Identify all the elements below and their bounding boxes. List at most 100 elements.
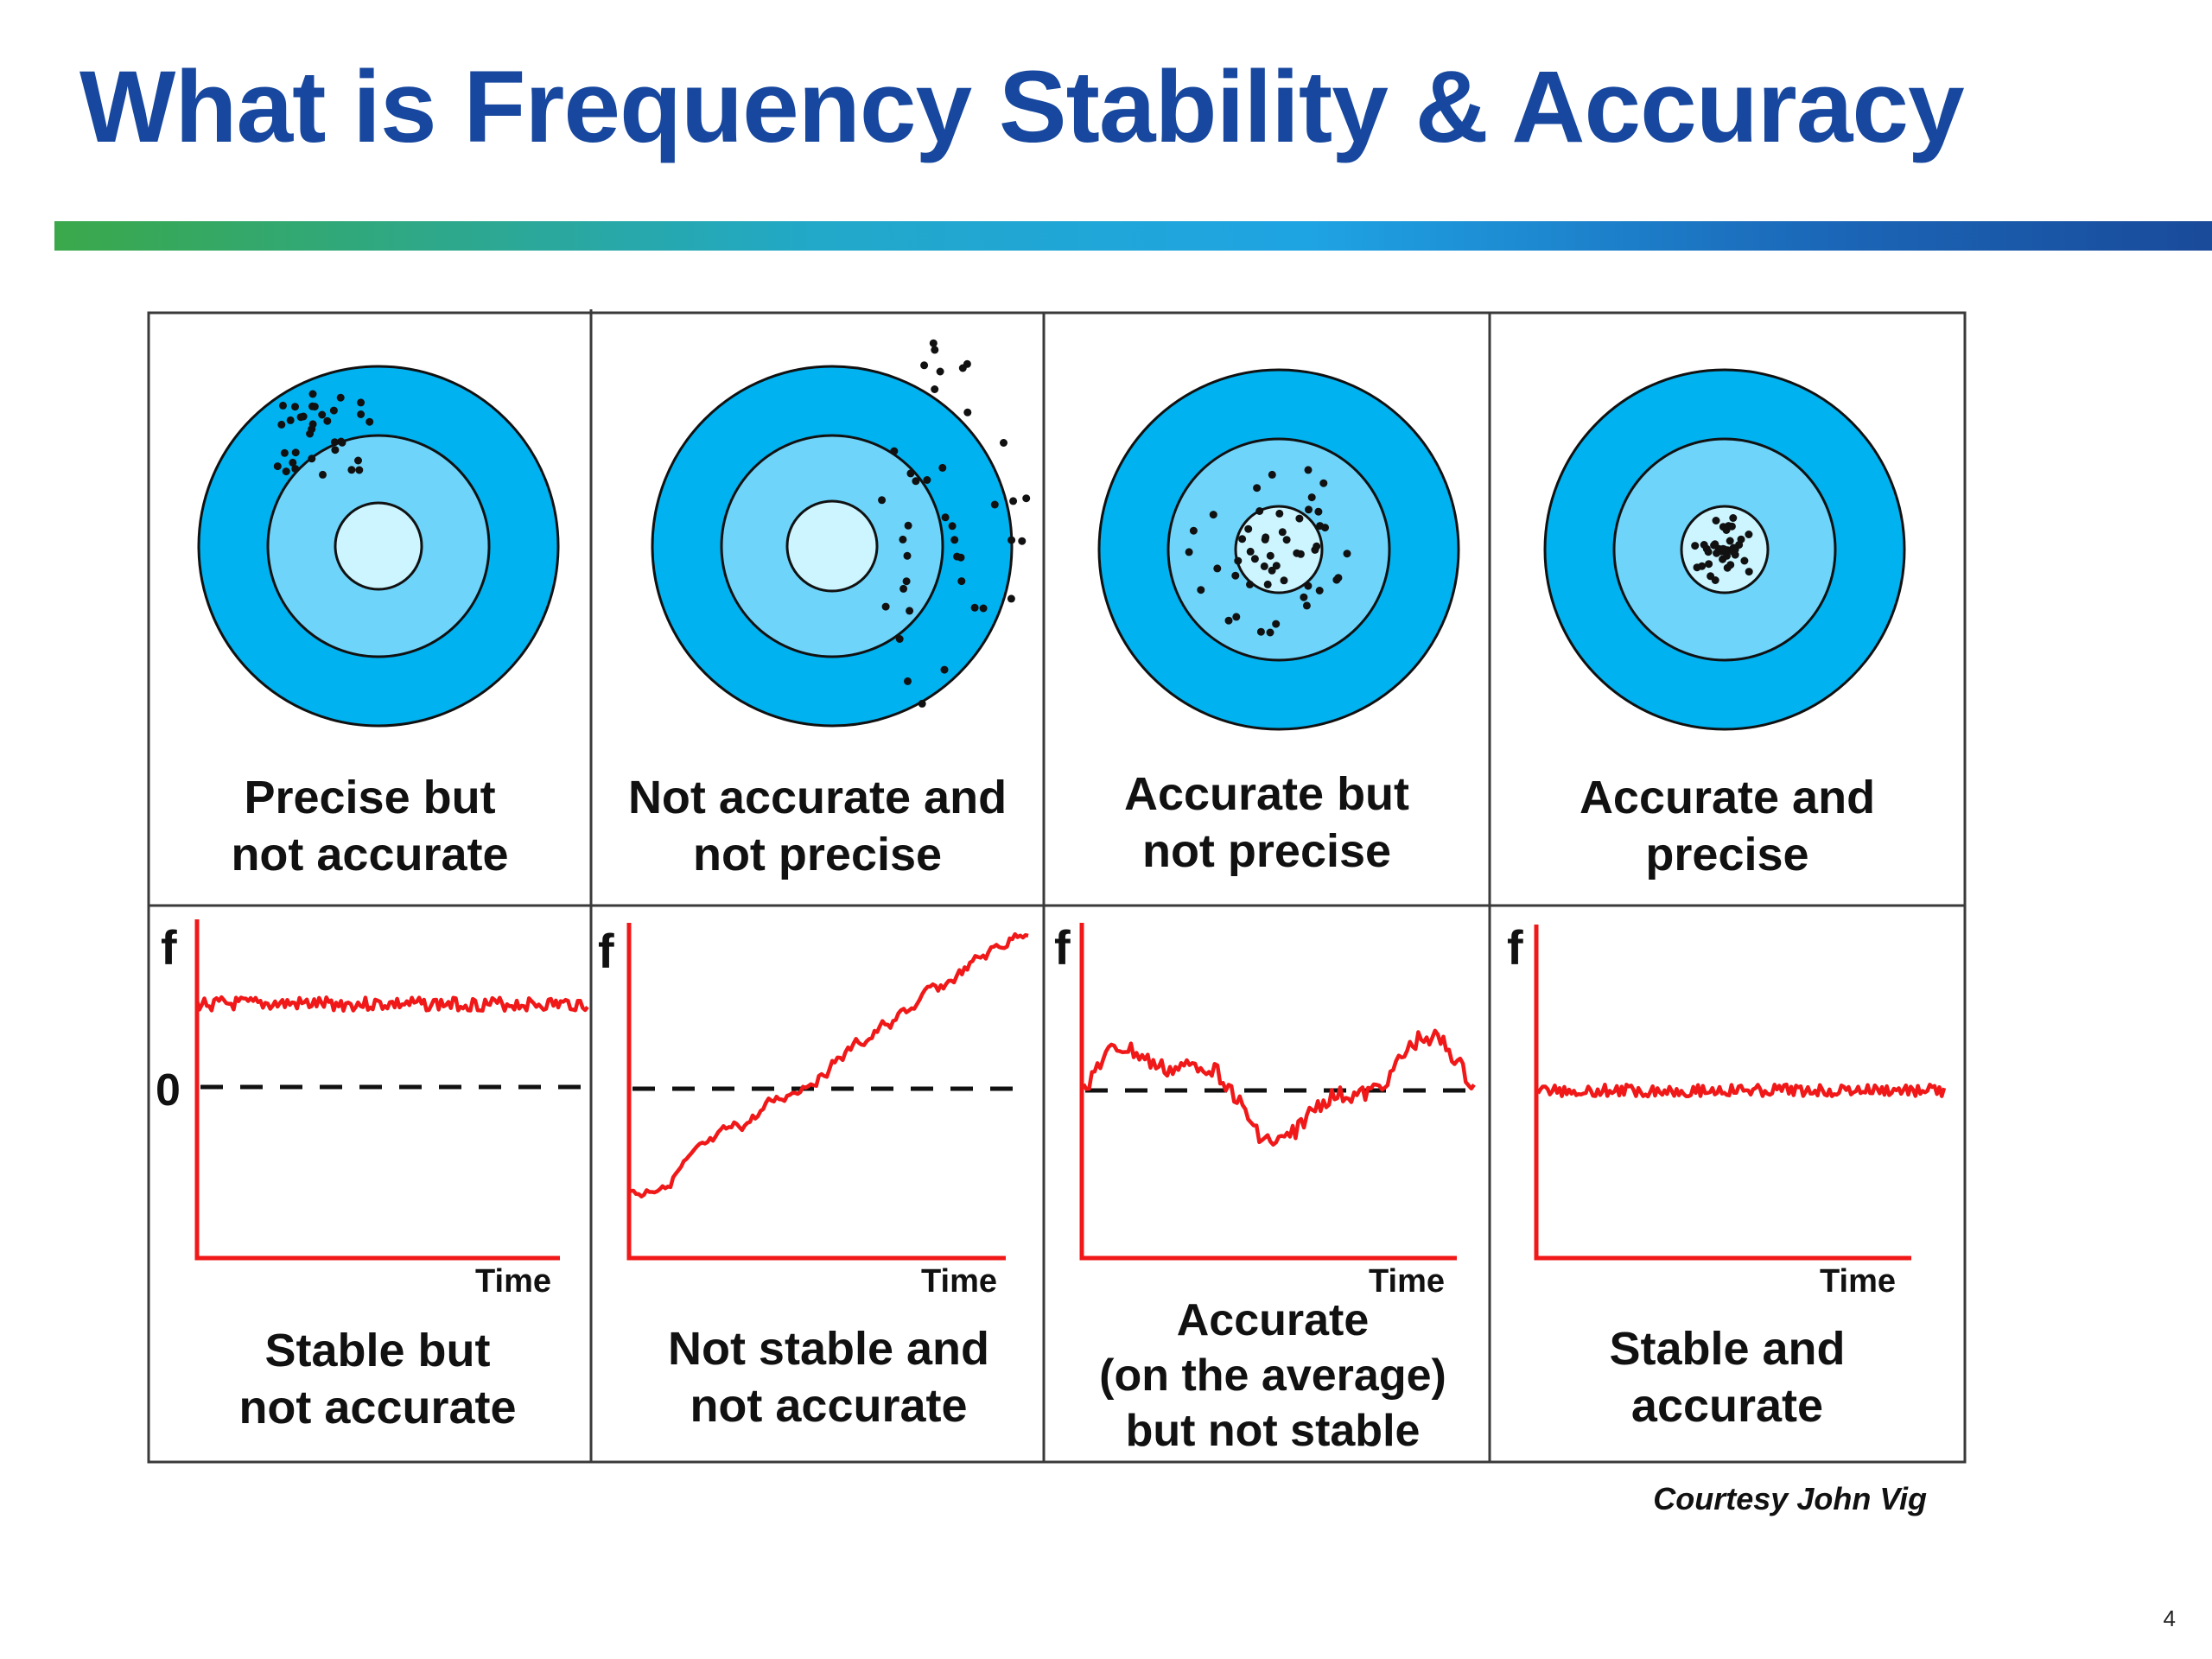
hit-dot (1282, 536, 1291, 544)
hit-dot (1209, 511, 1217, 519)
hit-dot (291, 448, 300, 457)
hit-dot (1238, 535, 1247, 543)
hit-dot (1268, 470, 1276, 479)
frequency-trace (630, 931, 1029, 1198)
hit-dot (1726, 561, 1735, 569)
hit-dot (1295, 514, 1304, 523)
hit-dot (355, 466, 364, 474)
hit-dot (1007, 536, 1016, 544)
hit-dot (1729, 543, 1738, 552)
hit-dot (1022, 494, 1031, 503)
hit-dot (357, 398, 365, 407)
hit-dot (1300, 593, 1308, 601)
hit-dot (1266, 628, 1274, 637)
hit-dot (931, 385, 939, 393)
target-3 (1097, 368, 1460, 731)
hit-dot (1722, 526, 1731, 534)
hit-dot (902, 577, 911, 586)
hit-dot (936, 367, 944, 376)
hit-dot (1263, 580, 1272, 588)
plot-2-y-axis-label: f (598, 924, 614, 978)
hit-dot (1272, 562, 1281, 570)
hit-dot (337, 437, 346, 446)
hit-dot (1314, 507, 1323, 516)
hit-dot (1234, 556, 1243, 565)
target-hits (273, 390, 374, 479)
hit-dot (336, 393, 345, 402)
hit-dot (308, 454, 316, 463)
hit-dot (1280, 576, 1288, 585)
hit-dot (323, 416, 332, 425)
target-4 (1543, 368, 1906, 731)
hit-dot (1262, 533, 1270, 542)
plot-caption-2: Not stable and not accurate (667, 1323, 990, 1432)
hit-dot (970, 603, 979, 612)
hit-dot (330, 438, 339, 447)
hit-dot (1705, 560, 1713, 569)
hit-dot (357, 410, 365, 418)
hit-dot (1296, 550, 1305, 558)
target-caption-4: Accurate and precise (1579, 772, 1876, 880)
hit-dot (347, 466, 356, 474)
page-number: 4 (2163, 1605, 2176, 1631)
hit-dot (1224, 616, 1233, 625)
hit-dot (1304, 466, 1313, 474)
hit-dot (354, 456, 362, 465)
plot-4 (1534, 925, 1947, 1261)
hit-dot (963, 408, 972, 416)
hit-dot (1185, 548, 1193, 556)
hit-dot (1332, 575, 1341, 584)
hit-dot (1244, 524, 1253, 533)
hit-dot (1278, 528, 1287, 537)
hit-dot (906, 469, 915, 478)
diagram-frame (147, 311, 1967, 1464)
hit-dot (1712, 517, 1720, 524)
plot-4-y-axis-label: f (1507, 920, 1523, 975)
hit-dot (1315, 587, 1324, 594)
hit-dot (950, 536, 959, 544)
hit-dot (1189, 526, 1198, 535)
hit-dot (279, 401, 287, 410)
hit-dot (291, 465, 300, 474)
target-caption-1: Precise but not accurate (231, 772, 509, 880)
hit-dot (938, 463, 947, 472)
plot-axes (626, 923, 1006, 1261)
hit-dot (286, 416, 295, 424)
hit-dot (1691, 542, 1700, 550)
hit-dot (923, 476, 931, 484)
hit-dot (957, 577, 966, 586)
target-caption-2: Not accurate and not precise (627, 772, 1007, 880)
target-hits (878, 339, 1031, 708)
hit-dot (1343, 550, 1351, 558)
plot-4-x-axis-label: Time (1820, 1263, 1897, 1300)
hit-dot (1726, 537, 1734, 545)
hit-dot (899, 584, 908, 593)
courtesy-credit: Courtesy John Vig (1653, 1481, 1927, 1516)
hit-dot (1197, 586, 1205, 594)
hit-dot (308, 420, 317, 429)
hit-dot (277, 420, 286, 429)
hit-dot (881, 602, 890, 611)
hit-dot (958, 364, 967, 372)
target-bullseye (1234, 505, 1324, 594)
hit-dot (1253, 484, 1262, 493)
hit-dot (1007, 594, 1015, 603)
hit-dot (1711, 576, 1719, 584)
plot-3 (1079, 923, 1478, 1261)
slide-title: What is Frequency Stability & Accuracy (79, 50, 1965, 164)
hit-dot (296, 413, 305, 422)
hit-dot (1704, 548, 1713, 556)
hit-dot (912, 477, 920, 486)
plot-caption-1: Stable but not accurate (238, 1325, 517, 1433)
hit-dot (1745, 531, 1753, 538)
hit-dot (1232, 613, 1241, 621)
hit-dot (1711, 540, 1719, 549)
hit-dot (906, 607, 914, 615)
hit-dot (918, 699, 926, 708)
hit-dot (1000, 439, 1007, 447)
frequency-trace (194, 995, 589, 1013)
hit-dot (903, 551, 912, 560)
hit-dot (1313, 542, 1321, 550)
plot-1 (194, 919, 589, 1261)
hit-dot (1275, 509, 1284, 518)
